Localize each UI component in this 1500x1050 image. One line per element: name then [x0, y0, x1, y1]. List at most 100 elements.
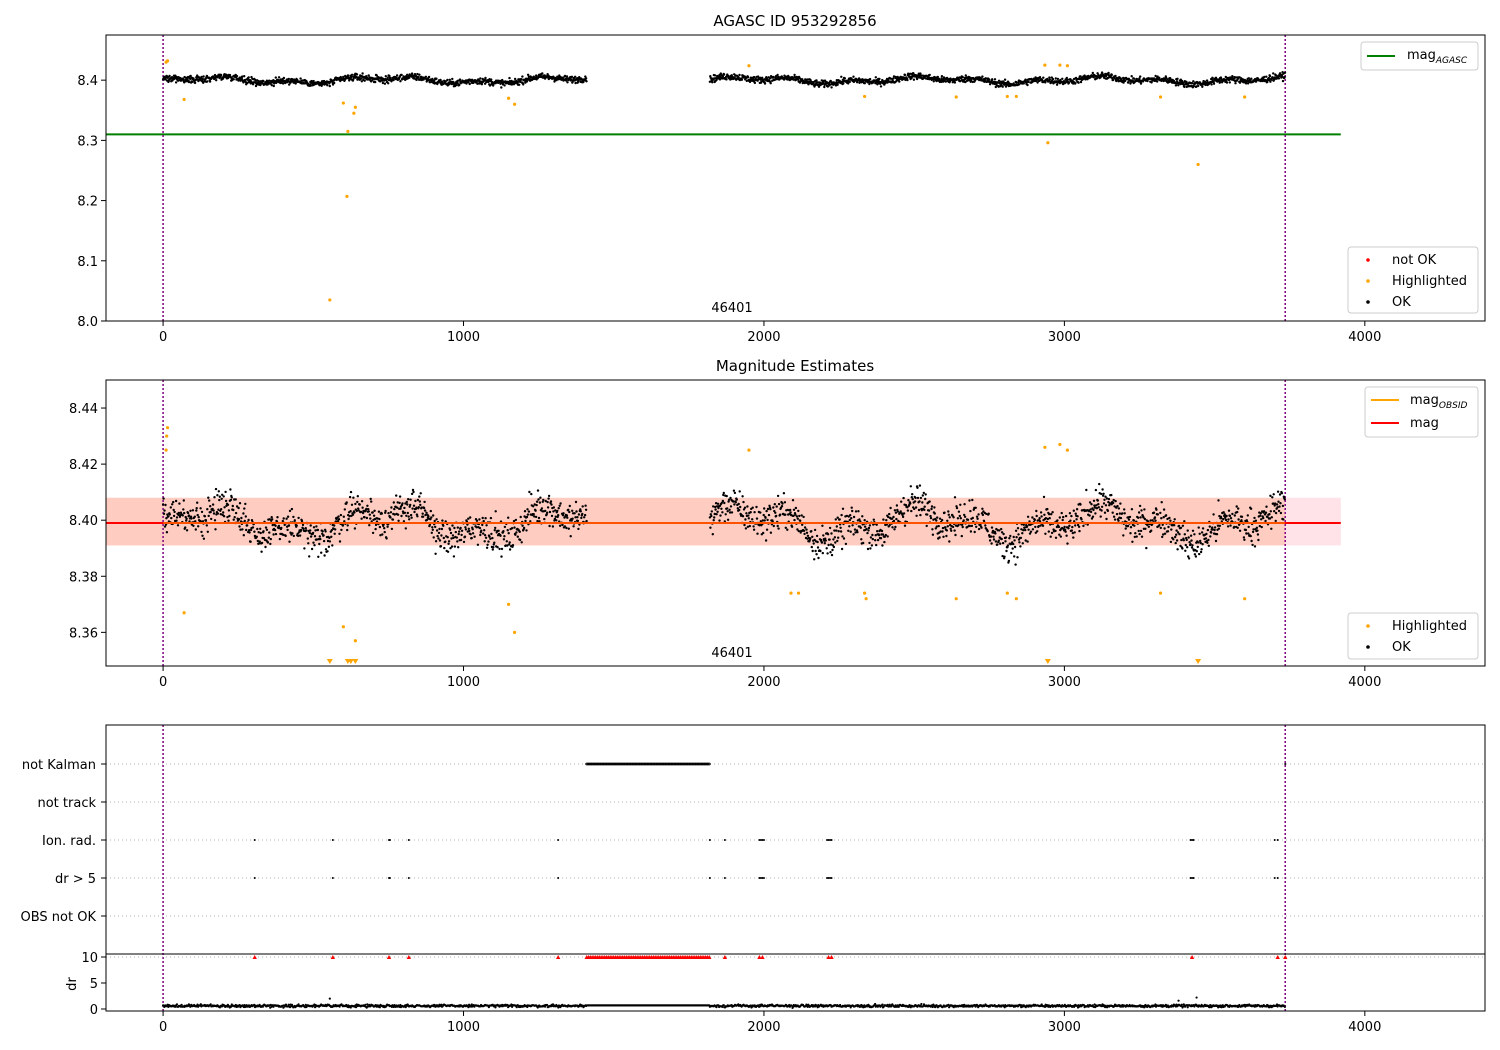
ok-point — [953, 496, 957, 499]
ok-point — [579, 510, 582, 513]
ok-point — [418, 500, 421, 503]
ok-point — [565, 526, 568, 530]
ok-point — [1107, 71, 1110, 75]
ok-point — [1186, 529, 1189, 532]
ok-point — [393, 507, 396, 511]
dr-point — [209, 1003, 212, 1006]
ok-point — [532, 513, 535, 516]
ok-point — [253, 530, 256, 533]
dr-point — [175, 1003, 179, 1006]
ok-point — [1070, 529, 1074, 532]
ok-point — [1103, 498, 1106, 501]
ok-point — [746, 76, 750, 79]
ok-point — [286, 515, 290, 518]
ok-point — [1208, 525, 1212, 528]
ok-point — [906, 509, 910, 512]
ok-point — [350, 75, 353, 79]
ok-point — [1038, 517, 1041, 520]
ok-point — [186, 511, 190, 515]
axes-frame-agasc — [105, 34, 1486, 322]
ok-point — [346, 74, 350, 77]
ok-point — [487, 540, 490, 543]
ok-point — [365, 516, 369, 520]
ok-point — [815, 79, 818, 82]
ok-point — [839, 530, 843, 533]
ok-point — [468, 529, 471, 533]
ok-point — [559, 502, 562, 505]
ok-point — [217, 508, 220, 511]
ok-point — [763, 519, 766, 522]
ok-point — [868, 541, 871, 545]
ok-point — [956, 517, 960, 520]
ok-point — [282, 517, 285, 520]
ok-point — [584, 508, 588, 511]
ok-point — [1145, 546, 1148, 550]
ok-point — [1154, 519, 1157, 522]
ok-point — [882, 518, 885, 521]
ok-point — [1119, 516, 1123, 520]
ok-point — [1277, 509, 1281, 513]
ok-point — [819, 549, 822, 553]
ok-point — [949, 527, 952, 530]
ok-point — [1227, 509, 1231, 512]
ok-point — [751, 506, 754, 509]
ok-point — [534, 509, 537, 512]
ok-point — [569, 78, 573, 82]
ok-point — [928, 73, 931, 77]
ok-point — [485, 524, 488, 527]
ok-point — [522, 526, 526, 530]
ok-point — [896, 510, 899, 513]
ok-point — [870, 544, 874, 547]
ok-point — [931, 533, 935, 536]
ok-point — [182, 78, 185, 81]
ok-point — [234, 511, 238, 515]
ok-point — [888, 524, 891, 527]
ok-point — [176, 524, 180, 527]
ok-point — [447, 540, 451, 543]
ok-point — [1213, 526, 1217, 529]
ok-point — [243, 507, 246, 510]
ok-point — [1274, 73, 1277, 77]
ok-point — [885, 519, 888, 522]
ok-point — [162, 512, 166, 515]
ok-point — [1173, 524, 1176, 527]
ok-point — [929, 516, 933, 520]
ok-point — [228, 73, 232, 77]
ok-point — [996, 543, 999, 546]
ok-point — [1168, 516, 1171, 520]
ok-point — [209, 510, 212, 514]
ok-point — [333, 524, 336, 527]
ok-point — [729, 77, 733, 81]
ok-point — [1126, 524, 1130, 528]
ok-point — [945, 529, 949, 532]
ok-point — [1283, 498, 1287, 501]
ok-point — [310, 79, 313, 83]
ok-point — [347, 517, 350, 521]
ok-point — [181, 514, 184, 517]
ok-point — [895, 504, 899, 507]
ok-point — [167, 515, 170, 518]
ok-point — [411, 507, 414, 510]
ok-point — [166, 513, 169, 516]
ok-point — [1191, 529, 1195, 532]
ok-point — [981, 507, 984, 510]
ok-point — [516, 535, 519, 538]
ok-point — [1269, 494, 1272, 497]
ok-point — [1228, 514, 1232, 518]
ok-point — [395, 494, 398, 497]
ok-point — [852, 515, 856, 519]
ok-point — [485, 546, 489, 549]
ok-point — [776, 73, 779, 77]
ok-point — [944, 526, 947, 529]
ok-point — [874, 76, 877, 79]
ok-point — [711, 81, 714, 84]
ok-point — [970, 524, 974, 528]
ok-point — [709, 526, 712, 529]
ok-point — [738, 508, 741, 512]
ok-point — [756, 532, 759, 535]
ok-point — [522, 83, 525, 86]
ok-point — [229, 498, 233, 502]
ok-point — [527, 510, 531, 513]
ok-point — [867, 529, 870, 532]
ok-point — [381, 533, 384, 536]
